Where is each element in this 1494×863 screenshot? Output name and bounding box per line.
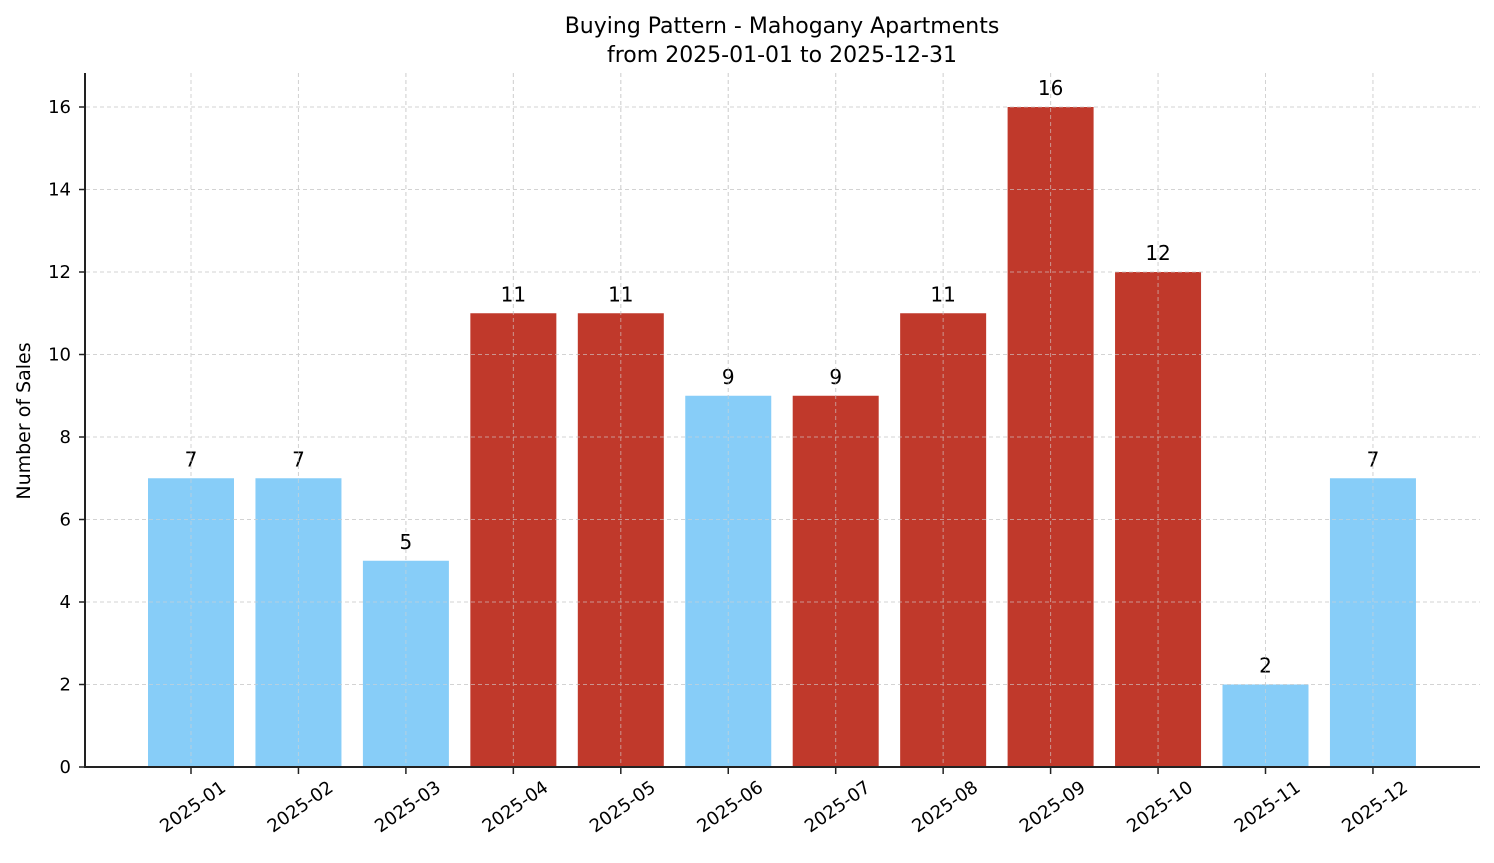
x-tick-label: 2025-12 bbox=[1338, 777, 1412, 837]
chart-subtitle: from 2025-01-01 to 2025-12-31 bbox=[607, 43, 957, 68]
y-tick-label: 0 bbox=[60, 757, 71, 778]
x-tick-label: 2025-09 bbox=[1016, 777, 1090, 837]
x-axis-ticks: 2025-01 2025-02 2025-03 2025-04 2025-05 2025-… bbox=[156, 767, 1412, 837]
x-tick-label: 2025-11 bbox=[1231, 777, 1305, 837]
y-tick-label: 6 bbox=[60, 510, 71, 531]
x-tick-label: 2025-10 bbox=[1123, 777, 1197, 837]
x-tick-label: 2025-08 bbox=[908, 777, 982, 837]
x-tick-label: 2025-04 bbox=[479, 777, 553, 837]
gridlines-overlay bbox=[86, 73, 1480, 767]
y-axis-label: Number of Sales bbox=[13, 342, 35, 499]
y-tick-label: 14 bbox=[48, 180, 71, 201]
x-tick-label: 2025-05 bbox=[586, 777, 660, 837]
chart-title: Buying Pattern - Mahogany Apartments bbox=[565, 14, 1000, 39]
y-tick-label: 4 bbox=[60, 592, 71, 613]
bar-value-label: 2 bbox=[1259, 654, 1272, 678]
y-tick-label: 10 bbox=[48, 345, 71, 366]
x-tick-label: 2025-02 bbox=[264, 777, 338, 837]
x-tick-label: 2025-07 bbox=[801, 777, 875, 837]
y-tick-label: 12 bbox=[48, 262, 71, 283]
bar-value-label: 5 bbox=[400, 530, 413, 554]
x-tick-label: 2025-01 bbox=[156, 777, 230, 837]
y-tick-label: 2 bbox=[60, 675, 71, 696]
x-tick-label: 2025-03 bbox=[371, 777, 445, 837]
y-tick-label: 16 bbox=[48, 97, 71, 118]
y-axis-ticks: 0 2 4 6 8 10 12 14 16 bbox=[48, 97, 85, 778]
x-tick-label: 2025-06 bbox=[693, 777, 767, 837]
y-tick-label: 8 bbox=[60, 427, 71, 448]
